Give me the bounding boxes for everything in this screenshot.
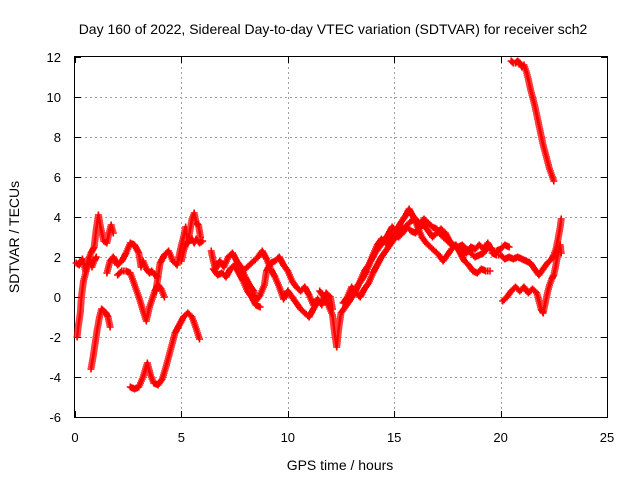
series-markers	[348, 215, 513, 301]
y-tick-label: -2	[49, 330, 61, 345]
y-tick-label: 8	[54, 130, 61, 145]
y-tick-label: 4	[54, 210, 61, 225]
series-arc-4	[103, 239, 162, 281]
plot-frame	[74, 56, 608, 418]
series-arc-17	[507, 57, 558, 185]
axis-ticks	[75, 57, 608, 418]
y-tick-label: -4	[49, 370, 61, 385]
series-markers	[126, 309, 203, 393]
series-markers	[207, 247, 336, 313]
y-tick-label: 2	[54, 250, 61, 265]
series-markers	[507, 57, 558, 185]
y-tick-label: 12	[47, 50, 61, 65]
series-arc-14	[348, 215, 513, 301]
x-tick-label: 20	[493, 430, 507, 445]
chart-title: Day 160 of 2022, Sidereal Day-to-day VTE…	[79, 21, 588, 37]
y-tick-labels: -6 -4 -2 0 2 4 6 8 10 12	[47, 50, 61, 425]
x-tick-label: 0	[71, 430, 78, 445]
series-markers	[73, 253, 100, 341]
y-tick-label: 10	[47, 90, 61, 105]
series-markers	[177, 235, 207, 265]
data-points	[72, 57, 565, 393]
series-arc-6	[126, 309, 203, 393]
series-arc-16	[499, 241, 565, 317]
series-arc-2	[73, 253, 100, 341]
x-tick-labels: 0 5 10 15 20 25	[71, 430, 614, 445]
y-tick-label: -6	[49, 410, 61, 425]
series-arc-8	[177, 235, 207, 265]
x-axis-label: GPS time / hours	[287, 457, 394, 473]
x-tick-label: 5	[178, 430, 185, 445]
series-arc-3	[87, 305, 114, 373]
x-tick-label: 15	[387, 430, 401, 445]
series-markers	[87, 305, 114, 373]
series-markers	[241, 247, 322, 321]
series-arc-11	[241, 247, 322, 321]
series-arc-9	[207, 247, 336, 313]
series-markers	[209, 261, 264, 311]
x-tick-label: 10	[281, 430, 295, 445]
y-tick-label: 6	[54, 170, 61, 185]
series-arc-10	[209, 261, 264, 311]
x-tick-label: 25	[600, 430, 614, 445]
y-axis-label: SDTVAR / TECUs	[6, 181, 22, 293]
y-tick-label: 0	[54, 290, 61, 305]
series-markers	[103, 239, 162, 281]
series-markers	[499, 241, 565, 317]
